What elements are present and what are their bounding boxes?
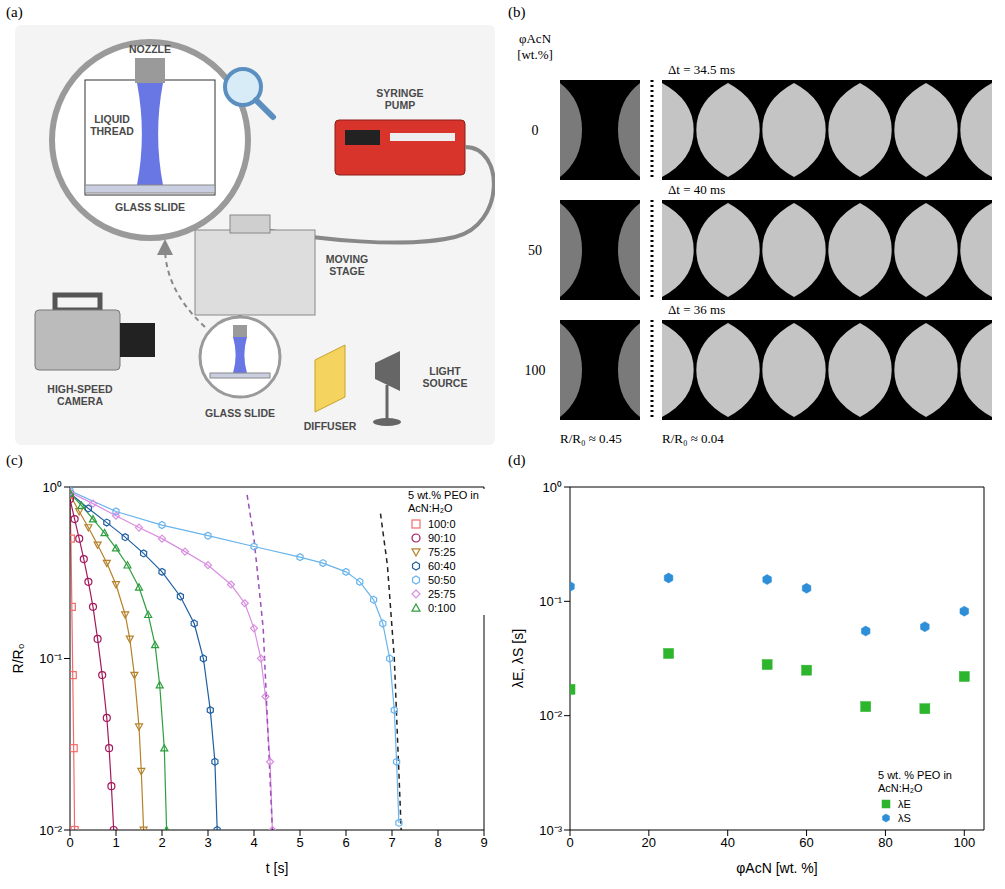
html-text:75:25: 75:25 [428,546,456,558]
html-text:λE: λE [898,798,911,810]
svg-text:DIFFUSER: DIFFUSER [304,420,357,432]
svg-text:1: 1 [112,835,119,850]
svg-text:10⁻¹: 10⁻¹ [39,651,62,666]
svg-text:φAcN: φAcN [519,31,552,46]
html-text:(b): (b) [508,4,526,20]
svg-text:6: 6 [342,835,349,850]
html-text:0:100: 0:100 [428,602,456,614]
svg-text:8: 8 [434,835,441,850]
svg-text:40: 40 [720,835,734,850]
svg-text:0: 0 [566,835,573,850]
svg-text:Δt = 34.5 ms: Δt = 34.5 ms [668,62,735,77]
svg-text:R/R₀: R/R₀ [10,643,26,673]
svg-text:10⁻²: 10⁻² [539,708,562,723]
svg-text:0: 0 [66,835,73,850]
html-text:5 wt. % PEO in AcN:H₂O: 5 wt. % PEO in AcN:H₂O [878,769,952,794]
html-text:(d): (d) [508,452,526,468]
svg-text:SYRINGEPUMP: SYRINGEPUMP [376,87,423,111]
html-text:5 wt.% PEO in AcN:H₂O: 5 wt.% PEO in AcN:H₂O [408,489,479,514]
html-text:100:0: 100:0 [428,518,456,530]
svg-text:λE, λS [s]: λE, λS [s] [510,629,526,688]
svg-text:2: 2 [158,835,165,850]
svg-text:Δt = 36 ms: Δt = 36 ms [668,302,725,317]
svg-text:10⁻²: 10⁻² [39,823,62,838]
svg-text:GLASS SLIDE: GLASS SLIDE [205,407,275,419]
svg-text:10⁰: 10⁰ [43,480,62,495]
svg-text:MOVINGSTAGE: MOVINGSTAGE [326,253,369,277]
html-text:(c): (c) [6,452,23,468]
svg-text:60: 60 [799,835,813,850]
svg-text:100: 100 [953,835,975,850]
html-text:50:50: 50:50 [428,574,456,586]
html-text:25:75: 25:75 [428,588,456,600]
svg-text:HIGH-SPEEDCAMERA: HIGH-SPEEDCAMERA [47,383,113,407]
svg-text:[wt.%]: [wt.%] [517,47,553,62]
html-text:60:40: 60:40 [428,560,456,572]
svg-text:NOZZLE: NOZZLE [129,43,171,55]
svg-text:50: 50 [528,243,542,258]
html-text:90:10: 90:10 [428,532,456,544]
svg-text:t [s]: t [s] [266,860,289,876]
svg-text:R/R₀ ≈ 0.04: R/R₀ ≈ 0.04 [662,431,724,446]
svg-text:φAcN [wt. %]: φAcN [wt. %] [736,860,817,876]
svg-text:80: 80 [878,835,892,850]
svg-text:9: 9 [480,835,487,850]
svg-text:100: 100 [525,363,546,378]
svg-text:10⁻³: 10⁻³ [539,823,562,838]
svg-text:10⁻¹: 10⁻¹ [539,594,562,609]
html-text:(a): (a) [6,4,23,20]
svg-text:7: 7 [388,835,395,850]
svg-text:3: 3 [204,835,211,850]
svg-text:LIQUIDTHREAD: LIQUIDTHREAD [90,113,134,137]
svg-text:R/R₀ ≈ 0.45: R/R₀ ≈ 0.45 [560,431,622,446]
svg-text:0: 0 [532,123,539,138]
html-text:λS: λS [898,812,911,824]
svg-text:GLASS SLIDE: GLASS SLIDE [115,201,185,213]
svg-text:Δt = 40 ms: Δt = 40 ms [668,182,725,197]
svg-text:4: 4 [250,835,257,850]
svg-text:10⁰: 10⁰ [543,480,562,495]
svg-text:LIGHTSOURCE: LIGHTSOURCE [423,365,468,389]
svg-text:5: 5 [296,835,303,850]
svg-text:20: 20 [642,835,656,850]
